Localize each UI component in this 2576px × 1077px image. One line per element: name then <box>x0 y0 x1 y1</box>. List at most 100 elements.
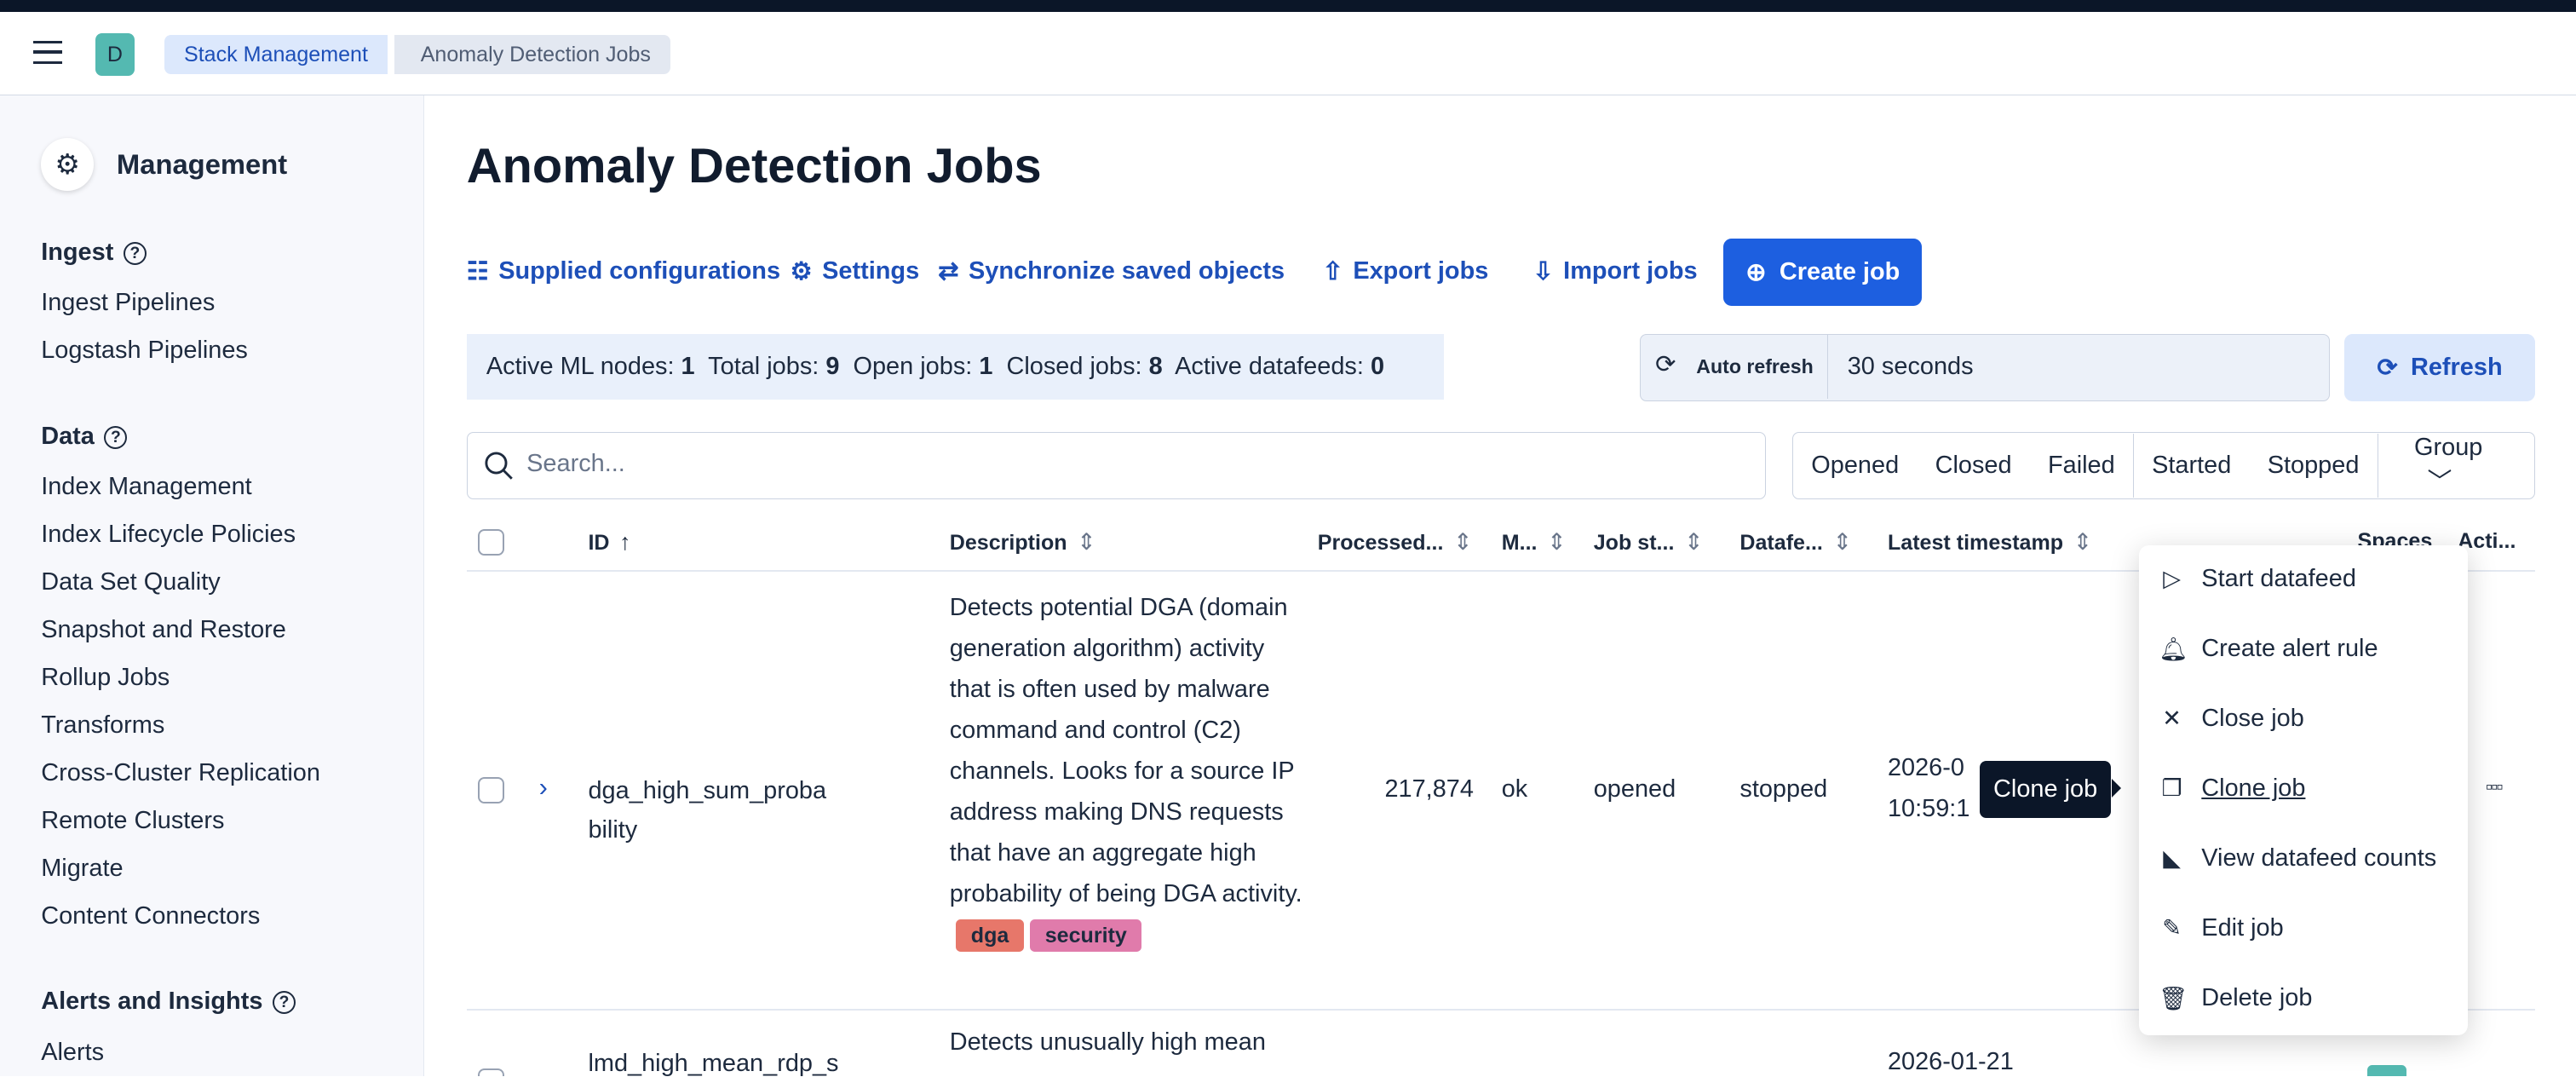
section-label: Ingest <box>41 238 114 266</box>
job-description: Detects potential DGA (domain generation… <box>950 587 1303 955</box>
header-label: M... <box>1501 531 1538 555</box>
menu-item-start-datafeed[interactable]: ▷ Start datafeed <box>2159 565 2356 593</box>
sidebar-item[interactable]: Content Connectors <box>41 901 261 930</box>
supplied-configurations-link[interactable]: ☷ Supplied configurations <box>467 256 780 286</box>
tag-dga[interactable]: dga <box>956 919 1024 953</box>
section-label: Data <box>41 422 95 450</box>
sidebar-item[interactable]: Cross-Cluster Replication <box>41 759 320 786</box>
column-header-processed[interactable]: Processed... ⇕ <box>1318 529 1473 556</box>
column-header-description[interactable]: Description ⇕ <box>950 529 1096 556</box>
link-label: Synchronize saved objects <box>969 256 1285 285</box>
breadcrumb-stack-management[interactable]: Stack Management <box>164 34 388 74</box>
filter-started[interactable]: Started <box>2152 452 2232 480</box>
header-label: Processed... <box>1317 531 1444 555</box>
job-id: dga_high_sum_proba bility <box>588 776 827 844</box>
stat-value: 0 <box>1370 352 1385 380</box>
settings-link[interactable]: ⚙ Settings <box>791 256 920 286</box>
search-input[interactable] <box>526 449 1677 478</box>
filter-stopped[interactable]: Stopped <box>2267 452 2360 480</box>
filter-group: Opened Closed Failed Started Stopped Gro… <box>1792 432 2535 500</box>
stats-bar: Active ML nodes: 1 Total jobs: 9 Open jo… <box>466 333 1445 400</box>
job-id: lmd_high_mean_rdp_s <box>588 1050 839 1077</box>
sidebar-item[interactable]: Snapshot and Restore <box>41 616 286 644</box>
filter-failed[interactable]: Failed <box>2047 452 2115 480</box>
sidebar-item[interactable]: Logstash Pipelines <box>41 337 248 365</box>
sidebar-item[interactable]: Data Set Quality <box>41 568 221 596</box>
play-icon: ▷ <box>2163 566 2181 592</box>
menu-item-edit-job[interactable]: ✎ Edit job <box>2159 914 2283 942</box>
sidebar-item[interactable]: Transforms <box>41 711 165 740</box>
space-avatar[interactable] <box>2367 1064 2407 1077</box>
refresh-interval[interactable]: 30 seconds <box>1847 352 1974 380</box>
sort-icon: ⇕ <box>1077 529 1096 555</box>
menu-icon[interactable] <box>32 41 63 65</box>
refresh-button[interactable]: ⟳ Refresh <box>2344 333 2535 401</box>
help-icon[interactable]: ? <box>104 425 128 449</box>
latest-timestamp-time: 10:59:1 <box>1887 795 1970 823</box>
sidebar-item[interactable]: Index Lifecycle Policies <box>41 521 296 549</box>
sidebar-item[interactable]: Alerts <box>41 1038 105 1066</box>
job-state: opened <box>1593 775 1676 803</box>
processed-records: 217,874 <box>1384 775 1474 803</box>
sidebar-item[interactable]: Remote Clusters <box>41 806 225 834</box>
more-actions-icon[interactable]: ▫▫▫ <box>2485 775 2504 798</box>
sidebar-section-ingest: Ingest? <box>41 239 147 267</box>
menu-item-clone-job[interactable]: ❐ Clone job <box>2159 775 2305 803</box>
description-text: Detects potential DGA (domain generation… <box>949 593 1302 907</box>
sidebar-title: Management <box>116 147 288 180</box>
chart-icon: ◣ <box>2163 845 2181 872</box>
row-checkbox[interactable] <box>478 777 505 804</box>
help-icon[interactable]: ? <box>272 991 296 1015</box>
cross-icon: ✕ <box>2162 706 2182 732</box>
gear-icon: ⚙ <box>41 138 94 191</box>
sort-icon: ⇕ <box>1547 529 1567 555</box>
stat-label: Active datafeeds: <box>1175 352 1364 380</box>
filter-opened[interactable]: Opened <box>1811 452 1900 480</box>
menu-item-view-datafeed-counts[interactable]: ◣ View datafeed counts <box>2159 844 2436 873</box>
sidebar-item[interactable]: Ingest Pipelines <box>41 289 216 317</box>
sync-saved-objects-link[interactable]: ⇄ Synchronize saved objects <box>938 256 1285 286</box>
sort-icon: ⇕ <box>2073 529 2093 555</box>
link-label: Supplied configurations <box>498 256 781 285</box>
stat-label: Closed jobs: <box>1006 352 1142 380</box>
menu-item-label: Delete job <box>2201 984 2313 1012</box>
latest-timestamp: 2026-0 <box>1887 754 1964 782</box>
export-jobs-link[interactable]: ⇧ Export jobs <box>1323 256 1489 286</box>
stat-value: 9 <box>825 352 840 380</box>
tag-security[interactable]: security <box>1030 919 1142 953</box>
space-avatar[interactable]: D <box>95 32 135 76</box>
search-box[interactable] <box>466 432 1767 500</box>
auto-refresh-control[interactable]: ⟳ Auto refresh 30 seconds <box>1639 333 2330 401</box>
filter-closed[interactable]: Closed <box>1935 452 2012 480</box>
divider <box>466 570 2535 573</box>
bell-icon: 🔔︎ <box>2159 636 2188 662</box>
column-header-memory[interactable]: M... ⇕ <box>1502 529 1567 556</box>
import-jobs-link[interactable]: ⇩ Import jobs <box>1532 256 1697 286</box>
create-job-button[interactable]: ⊕ Create job <box>1723 238 1923 306</box>
expand-chevron-icon[interactable]: › <box>538 772 548 803</box>
menu-item-delete-job[interactable]: 🗑︎ Delete job <box>2159 984 2312 1012</box>
sidebar-item[interactable]: Index Management <box>41 473 252 501</box>
stat-value: 1 <box>681 352 695 380</box>
menu-item-create-alert-rule[interactable]: 🔔︎ Create alert rule <box>2159 635 2378 663</box>
row-checkbox[interactable] <box>478 1068 505 1077</box>
column-header-id[interactable]: ID ↑ <box>588 529 630 556</box>
breadcrumb-current: Anomaly Detection Jobs <box>394 34 671 74</box>
sort-icon: ⇕ <box>1452 529 1473 555</box>
column-header-actions: Acti... <box>2458 529 2516 553</box>
sidebar-item[interactable]: Migrate <box>41 854 124 882</box>
menu-item-close-job[interactable]: ✕ Close job <box>2159 705 2304 733</box>
sidebar-item[interactable]: Rollup Jobs <box>41 664 170 692</box>
job-description: Detects unusually high mean <box>949 1028 1266 1057</box>
select-all-checkbox[interactable] <box>478 529 505 556</box>
tooltip: Clone job <box>1979 760 2121 819</box>
filter-group-dropdown[interactable]: Group ﹀ <box>2378 434 2534 498</box>
column-header-datafeed[interactable]: Datafe... ⇕ <box>1739 529 1852 556</box>
help-icon[interactable]: ? <box>123 241 147 265</box>
column-header-job-state[interactable]: Job st... ⇕ <box>1594 529 1704 556</box>
menu-item-label: Create alert rule <box>2201 635 2378 663</box>
column-header-latest-timestamp[interactable]: Latest timestamp ⇕ <box>1888 529 2092 556</box>
sort-icon: ⇕ <box>1684 529 1704 555</box>
menu-item-label: Close job <box>2201 705 2304 733</box>
